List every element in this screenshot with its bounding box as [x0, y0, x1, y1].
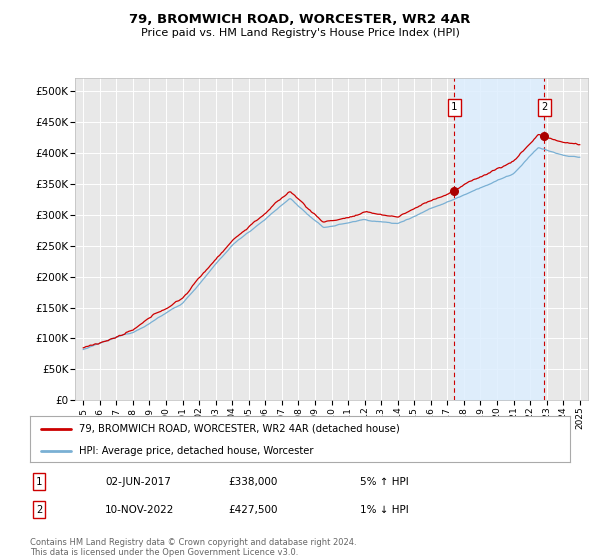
Text: 5% ↑ HPI: 5% ↑ HPI	[360, 477, 409, 487]
Text: 2: 2	[36, 505, 42, 515]
Text: 2: 2	[541, 102, 547, 113]
Text: 1% ↓ HPI: 1% ↓ HPI	[360, 505, 409, 515]
Text: 1: 1	[451, 102, 457, 113]
Text: HPI: Average price, detached house, Worcester: HPI: Average price, detached house, Worc…	[79, 446, 313, 455]
Text: Price paid vs. HM Land Registry's House Price Index (HPI): Price paid vs. HM Land Registry's House …	[140, 28, 460, 38]
Text: Contains HM Land Registry data © Crown copyright and database right 2024.
This d: Contains HM Land Registry data © Crown c…	[30, 538, 356, 557]
Text: £338,000: £338,000	[228, 477, 277, 487]
Text: 10-NOV-2022: 10-NOV-2022	[105, 505, 175, 515]
Text: 02-JUN-2017: 02-JUN-2017	[105, 477, 171, 487]
Text: 79, BROMWICH ROAD, WORCESTER, WR2 4AR: 79, BROMWICH ROAD, WORCESTER, WR2 4AR	[130, 13, 470, 26]
Text: 1: 1	[36, 477, 42, 487]
Text: 79, BROMWICH ROAD, WORCESTER, WR2 4AR (detached house): 79, BROMWICH ROAD, WORCESTER, WR2 4AR (d…	[79, 424, 400, 434]
Text: £427,500: £427,500	[228, 505, 277, 515]
